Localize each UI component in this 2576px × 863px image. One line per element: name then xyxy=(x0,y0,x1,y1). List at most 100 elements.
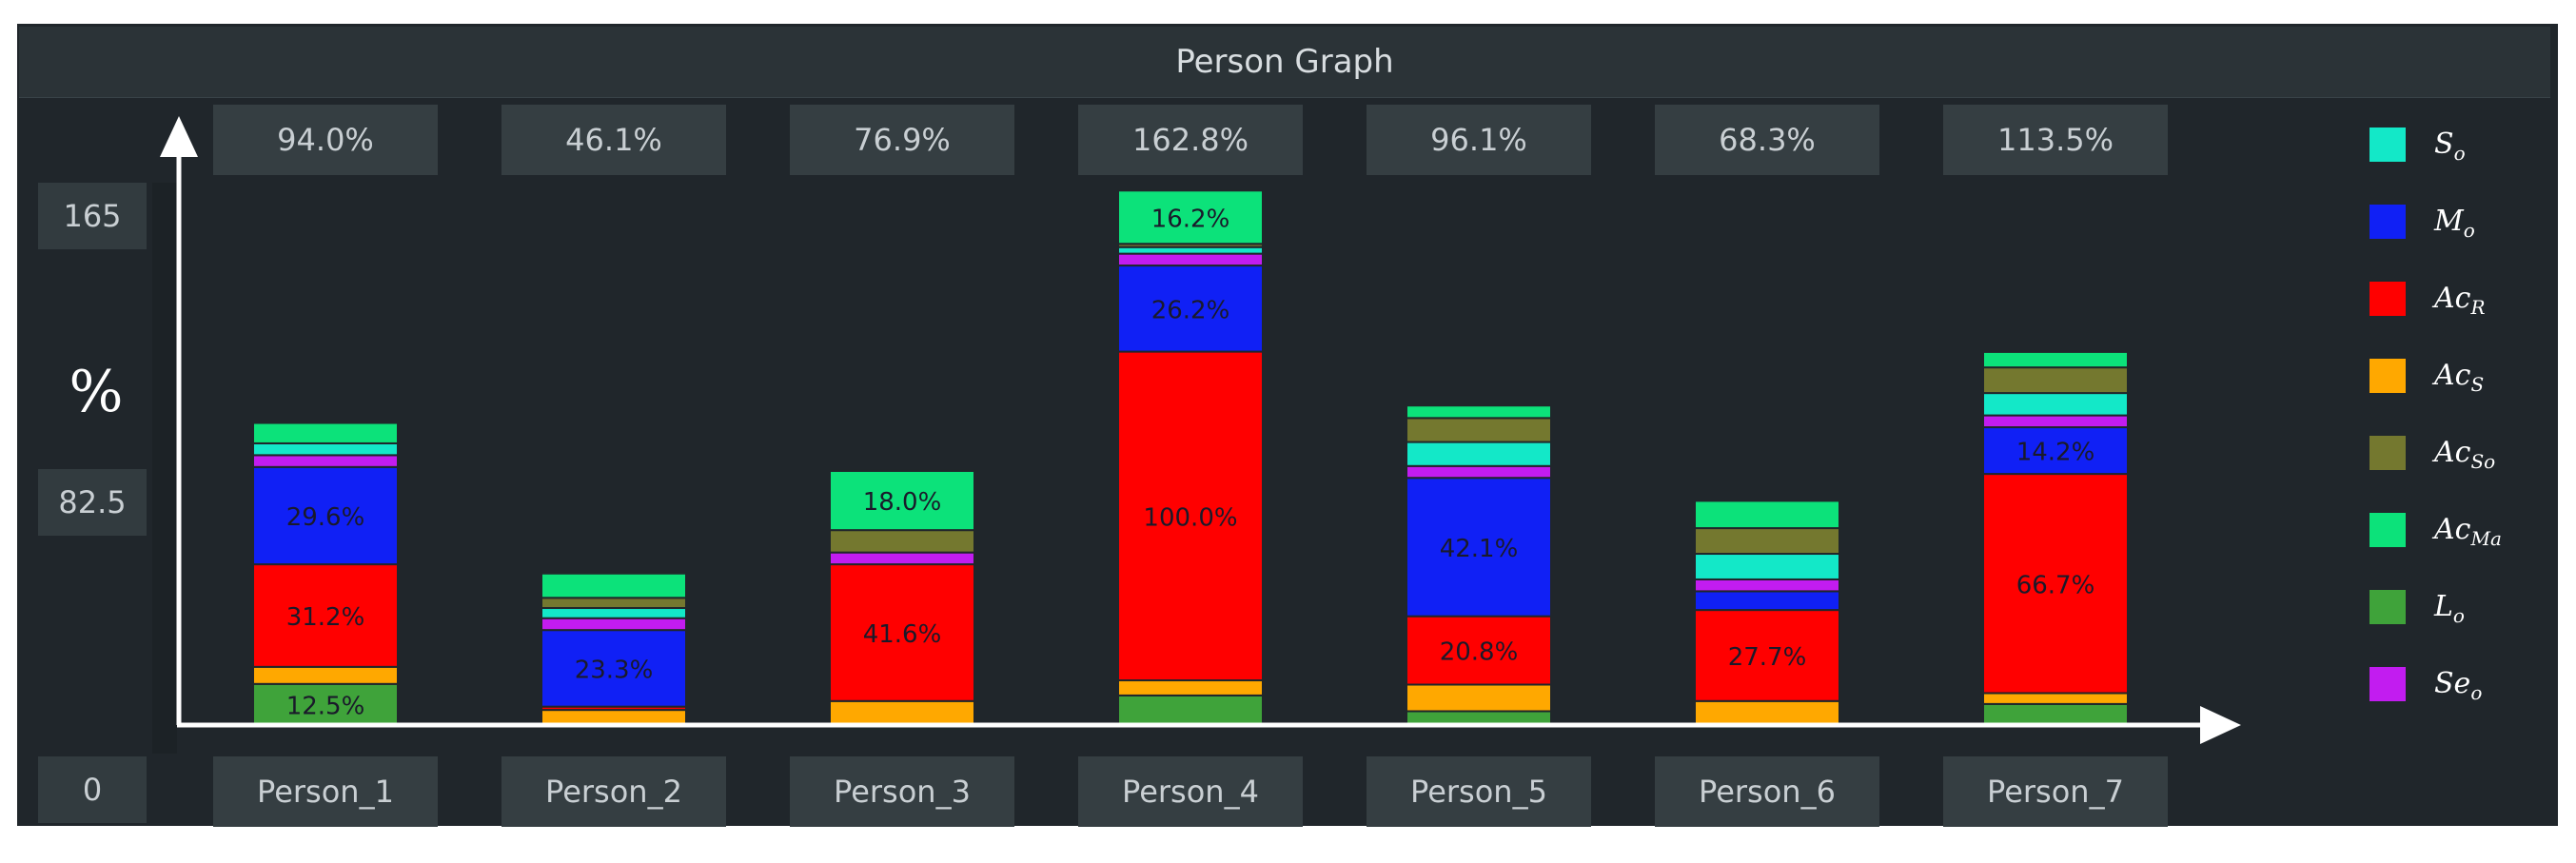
segment-AcMa-person-2 xyxy=(541,572,687,599)
segment-Seo-person-2 xyxy=(541,617,687,632)
data-label-Mo-person-7: 14.2% xyxy=(2016,439,2095,467)
segment-AcMa-person-5 xyxy=(1406,404,1552,420)
segment-AcSo-person-2 xyxy=(541,597,687,610)
y-axis-strip xyxy=(152,183,177,754)
segment-AcSo-person-5 xyxy=(1406,417,1552,443)
segment-Mo-person-6 xyxy=(1694,590,1840,612)
legend-swatch-Mo xyxy=(2370,205,2406,239)
legend-item-Seo: Seo xyxy=(2370,661,2541,707)
x-axis-arrowhead xyxy=(2200,706,2241,744)
data-label-Mo-person-4: 26.2% xyxy=(1151,296,1230,324)
bar-person-4: 100.0% 26.2% 16.2% xyxy=(1117,189,1264,727)
segment-AcSo-person-6 xyxy=(1694,527,1840,556)
segment-So-person-2 xyxy=(541,607,687,619)
legend-item-AcMa: AcMa xyxy=(2370,507,2541,553)
y-tick-mid: 82.5 xyxy=(38,469,147,536)
segment-AcS-person-7 xyxy=(1982,692,2129,705)
total-label-person-3: 76.9% xyxy=(790,105,1014,175)
segment-AcMa-person-7 xyxy=(1982,350,2129,369)
legend-swatch-AcMa xyxy=(2370,513,2406,547)
bar-person-2: 23.3% xyxy=(541,572,687,726)
data-label-AcR-person-7: 66.7% xyxy=(2016,571,2095,599)
total-label-person-6: 68.3% xyxy=(1655,105,1879,175)
segment-So-person-4 xyxy=(1117,245,1264,255)
segment-AcR-person-3 xyxy=(829,563,975,702)
legend-swatch-Seo xyxy=(2370,667,2406,701)
segment-Lo-person-1 xyxy=(252,682,399,726)
segment-AcS-person-6 xyxy=(1694,699,1840,726)
segment-AcMa-person-1 xyxy=(252,422,399,444)
segment-AcS-person-3 xyxy=(829,699,975,726)
y-tick-max: 165 xyxy=(38,183,147,249)
legend-swatch-AcS xyxy=(2370,359,2406,393)
bar-person-6: 27.7% xyxy=(1694,500,1840,726)
segment-Mo-person-7 xyxy=(1982,426,2129,476)
segment-AcSo-person-7 xyxy=(1982,366,2129,395)
y-axis-label: % xyxy=(69,359,124,425)
legend-label-Seo: Seo xyxy=(2434,667,2483,704)
bar-person-5: 20.8% 42.1% xyxy=(1406,404,1552,726)
data-label-AcR-person-4: 100.0% xyxy=(1143,503,1237,532)
segment-So-person-7 xyxy=(1982,392,2129,417)
data-label-AcR-person-1: 31.2% xyxy=(286,603,365,632)
x-tick-person-5: Person_5 xyxy=(1367,756,1591,827)
segment-AcMa-person-4 xyxy=(1117,189,1264,245)
segment-Seo-person-3 xyxy=(829,551,975,566)
y-tick-zero: 0 xyxy=(38,756,147,823)
legend-item-AcR: AcR xyxy=(2370,276,2541,322)
segment-AcR-person-6 xyxy=(1694,609,1840,702)
total-label-person-5: 96.1% xyxy=(1367,105,1591,175)
legend-item-AcSo: AcSo xyxy=(2370,430,2541,476)
legend-item-Mo: Mo xyxy=(2370,199,2541,245)
legend-item-So: So xyxy=(2370,122,2541,167)
legend-label-AcMa: AcMa xyxy=(2434,513,2502,550)
segment-Seo-person-7 xyxy=(1982,414,2129,429)
segment-Seo-person-6 xyxy=(1694,578,1840,593)
legend-label-So: So xyxy=(2434,127,2466,165)
legend-item-AcS: AcS xyxy=(2370,353,2541,399)
data-label-AcMa-person-3: 18.0% xyxy=(863,488,942,517)
legend-label-AcR: AcR xyxy=(2434,282,2486,319)
legend-label-Lo: Lo xyxy=(2434,590,2465,627)
segment-AcR-person-7 xyxy=(1982,473,2129,695)
x-tick-person-2: Person_2 xyxy=(501,756,726,827)
legend-swatch-AcSo xyxy=(2370,436,2406,470)
data-label-AcMa-person-4: 16.2% xyxy=(1151,205,1230,233)
segment-AcR-person-5 xyxy=(1406,615,1552,686)
segment-So-person-5 xyxy=(1406,441,1552,467)
legend-swatch-So xyxy=(2370,127,2406,162)
chart-title: Person Graph xyxy=(1175,43,1394,81)
x-tick-person-1: Person_1 xyxy=(213,756,438,827)
segment-AcS-person-4 xyxy=(1117,679,1264,696)
segment-Mo-person-2 xyxy=(541,629,687,708)
segment-So-person-1 xyxy=(252,441,399,457)
data-label-AcR-person-6: 27.7% xyxy=(1728,643,1807,672)
data-label-Mo-person-5: 42.1% xyxy=(1440,535,1519,563)
segment-Mo-person-1 xyxy=(252,465,399,566)
segment-AcS-person-1 xyxy=(252,665,399,685)
y-axis-arrowhead xyxy=(160,116,198,157)
segment-Seo-person-5 xyxy=(1406,464,1552,480)
segment-AcSo-person-3 xyxy=(829,529,975,554)
data-label-AcR-person-5: 20.8% xyxy=(1440,638,1519,667)
data-label-AcR-person-3: 41.6% xyxy=(863,620,942,649)
segment-AcMa-person-6 xyxy=(1694,500,1840,530)
segment-AcR-person-4 xyxy=(1117,350,1264,682)
segment-Seo-person-1 xyxy=(252,454,399,468)
legend-swatch-AcR xyxy=(2370,282,2406,316)
data-label-Lo-person-1: 12.5% xyxy=(286,692,365,720)
total-label-person-1: 94.0% xyxy=(213,105,438,175)
x-tick-person-4: Person_4 xyxy=(1078,756,1303,827)
bar-person-1: 12.5% 31.2% 29.6% xyxy=(252,422,399,726)
legend-label-AcS: AcS xyxy=(2434,359,2485,396)
segment-So-person-6 xyxy=(1694,553,1840,580)
segment-AcS-person-5 xyxy=(1406,683,1552,713)
total-label-person-2: 46.1% xyxy=(501,105,726,175)
legend-item-Lo: Lo xyxy=(2370,584,2541,630)
legend-label-AcSo: AcSo xyxy=(2434,436,2496,473)
segment-Mo-person-4 xyxy=(1117,265,1264,353)
chart-title-bar: Person Graph xyxy=(19,27,2550,98)
segment-Seo-person-4 xyxy=(1117,252,1264,267)
legend-label-Mo: Mo xyxy=(2434,205,2475,242)
axes xyxy=(160,116,2241,744)
